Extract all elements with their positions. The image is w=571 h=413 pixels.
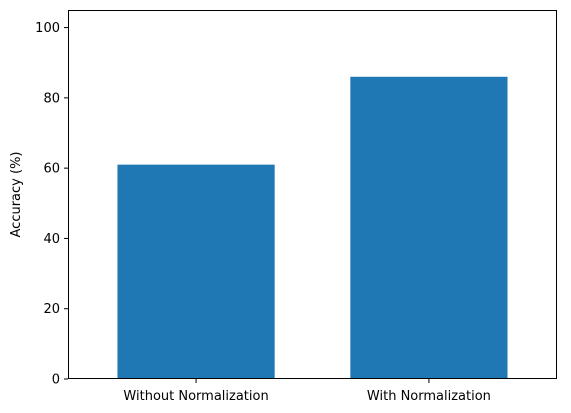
y-tick-label-3: 60 (43, 162, 60, 177)
x-tick-label-0: Without Normalization (123, 389, 268, 404)
bars (117, 76, 508, 380)
bar-0 (117, 164, 275, 379)
bar-1 (350, 76, 508, 380)
y-tick-label-5: 100 (35, 21, 60, 36)
y-axis-ticks: 0 20 40 60 80 100 (35, 21, 68, 388)
x-tick-label-1: With Normalization (367, 389, 491, 404)
y-axis-label: Accuracy (%) (9, 152, 24, 238)
x-axis-ticks: Without Normalization With Normalization (123, 379, 491, 404)
y-tick-label-4: 80 (43, 91, 60, 106)
y-tick-label-0: 0 (52, 373, 60, 388)
y-tick-label-1: 20 (43, 302, 60, 317)
y-tick-label-2: 40 (43, 232, 60, 247)
plot-frame (68, 10, 557, 379)
